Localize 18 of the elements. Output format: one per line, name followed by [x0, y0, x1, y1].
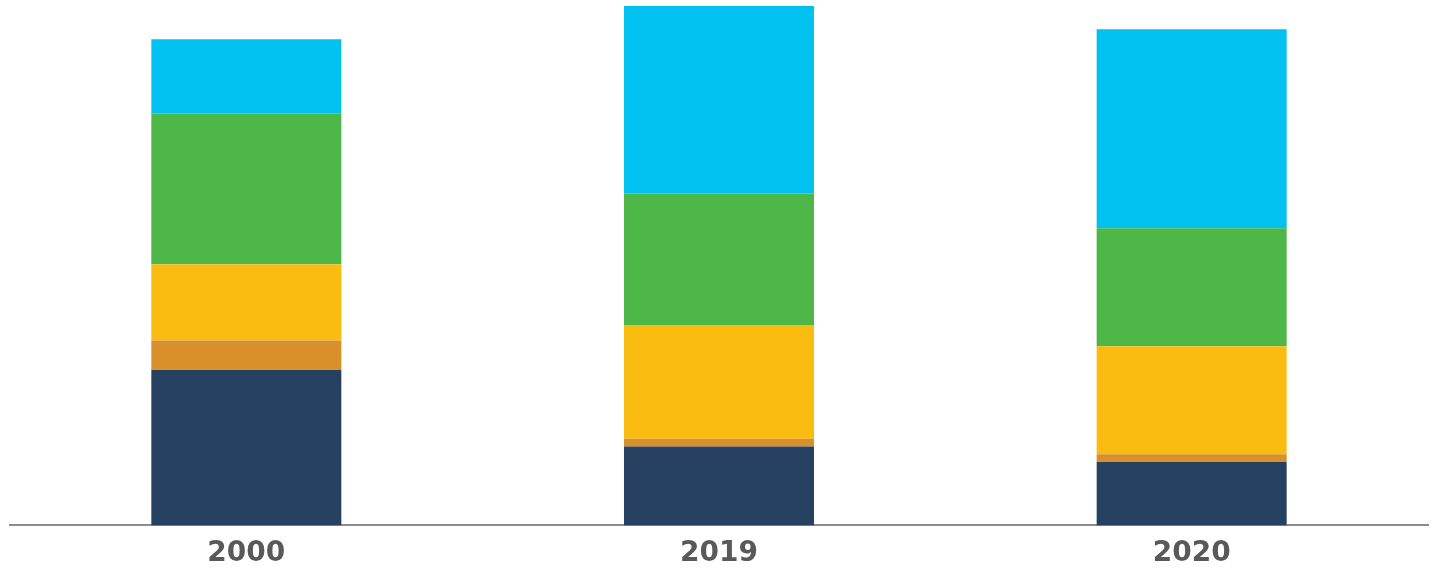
x-tick-label: 2020 — [1152, 535, 1231, 569]
bar — [1096, 454, 1287, 463]
bar — [151, 370, 342, 526]
bar — [151, 264, 342, 341]
bar — [151, 340, 342, 371]
bar — [1096, 228, 1287, 347]
bar — [151, 39, 342, 114]
bar — [623, 446, 815, 526]
bar — [1096, 29, 1287, 229]
bar — [151, 113, 342, 265]
bar — [623, 324, 815, 439]
bar — [623, 193, 815, 325]
x-tick-label: 2000 — [207, 535, 286, 569]
bar — [623, 438, 815, 447]
bar — [623, 6, 815, 194]
bar — [1096, 346, 1287, 455]
x-tick-label: 2019 — [680, 535, 758, 569]
bar — [1096, 462, 1287, 526]
